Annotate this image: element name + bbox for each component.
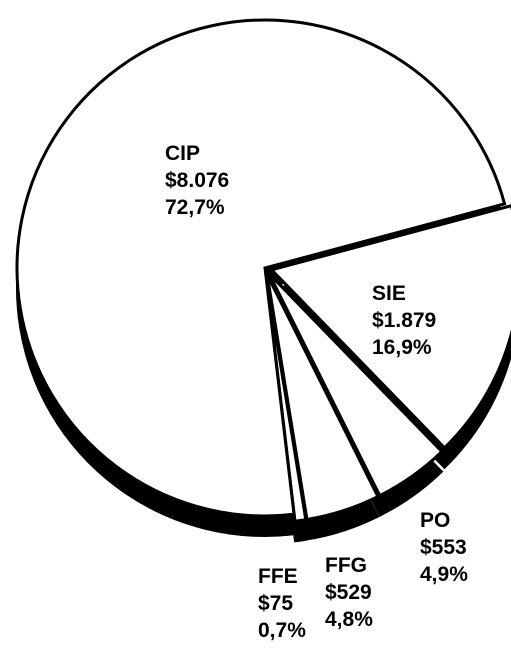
- pie-slice: [15, 18, 507, 518]
- slice-percent: 72,7%: [165, 196, 225, 219]
- slice-name: FFG: [325, 554, 367, 577]
- slice-amount: $1.879: [372, 309, 436, 332]
- slice-name: PO: [420, 509, 450, 532]
- slice-percent: 4,8%: [325, 608, 373, 631]
- slice-amount: $553: [420, 536, 467, 559]
- pie-slices: [15, 18, 511, 523]
- slice-name: FFE: [258, 565, 298, 588]
- pie-labels: SIE $1.879 16,9% PO $553 4,9% FFG $529 4,8% FFE $7…: [165, 142, 468, 642]
- slice-name: CIP: [165, 142, 200, 165]
- slice-percent: 16,9%: [372, 336, 432, 359]
- slice-amount: $75: [258, 592, 293, 615]
- pie-slice: [264, 274, 308, 523]
- slice-percent: 4,9%: [420, 563, 468, 586]
- slice-amount: $529: [325, 581, 372, 604]
- slice-percent: 0,7%: [258, 619, 306, 642]
- pie-slice: [267, 272, 444, 498]
- slice-name: SIE: [372, 282, 406, 305]
- slice-amount: $8.076: [165, 169, 229, 192]
